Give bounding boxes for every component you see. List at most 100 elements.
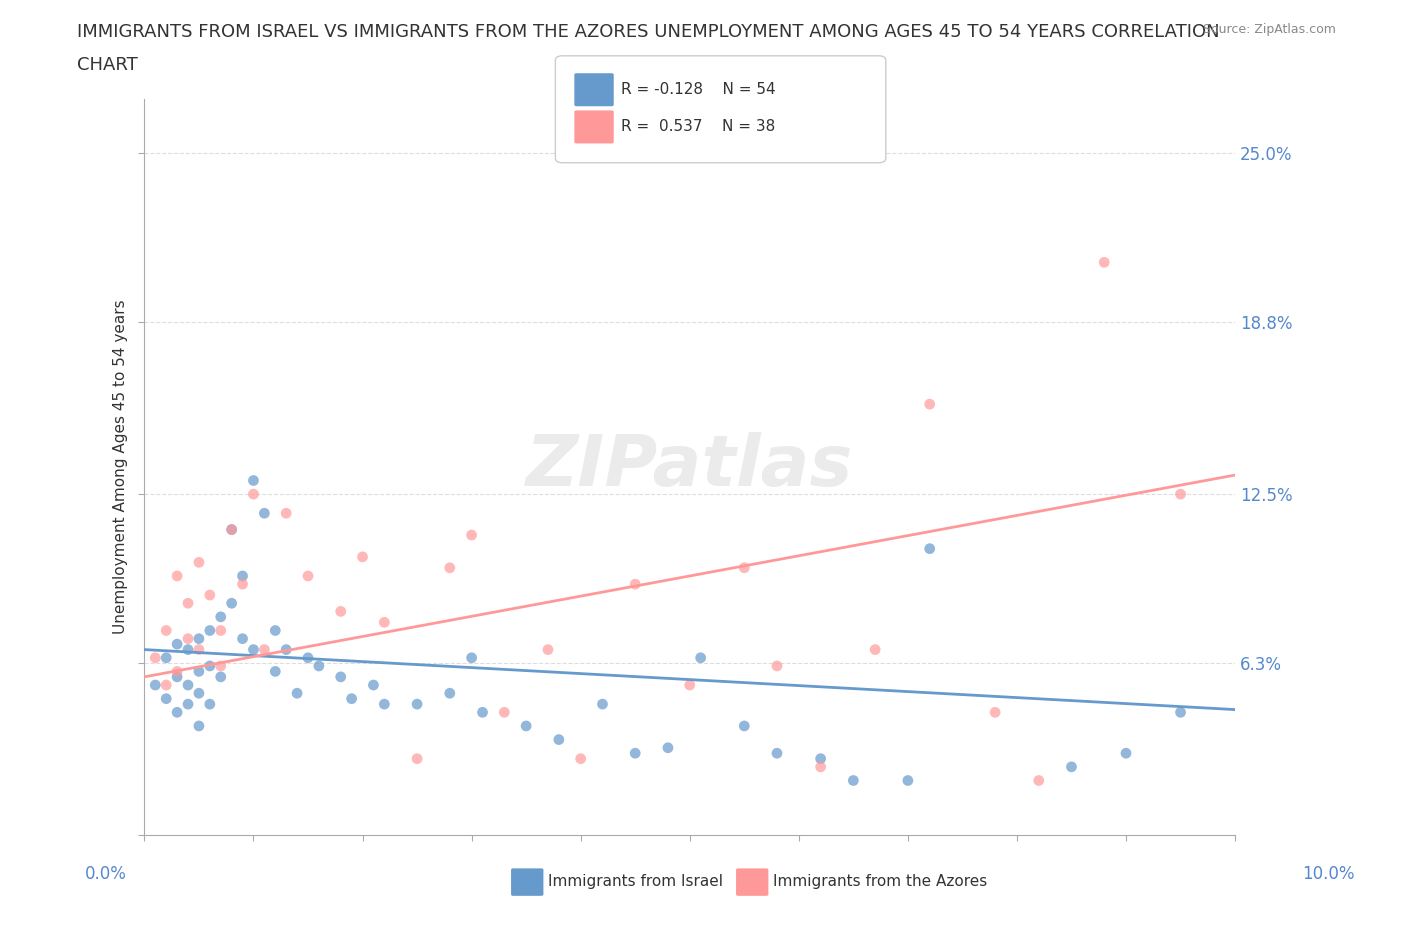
Point: [177, 642, 200, 657]
Point: [1028, 773, 1050, 788]
Point: [155, 623, 177, 638]
Point: [810, 751, 832, 766]
Point: [232, 568, 254, 583]
Point: [373, 615, 395, 630]
Point: [329, 670, 352, 684]
Point: [187, 555, 209, 570]
Point: [329, 604, 352, 618]
Y-axis label: Unemployment Among Ages 45 to 54 years: Unemployment Among Ages 45 to 54 years: [114, 299, 128, 634]
Point: [209, 623, 232, 638]
Point: [177, 678, 200, 693]
Text: Source: ZipAtlas.com: Source: ZipAtlas.com: [1202, 23, 1336, 36]
Point: [276, 506, 298, 521]
Point: [1170, 705, 1192, 720]
Point: [733, 719, 755, 734]
Point: [1092, 255, 1115, 270]
Point: [810, 760, 832, 775]
Point: [308, 658, 330, 673]
Point: [187, 642, 209, 657]
Point: [187, 685, 209, 700]
Point: [209, 670, 232, 684]
Point: [297, 568, 319, 583]
Point: [177, 596, 200, 611]
Point: [624, 746, 647, 761]
Point: [297, 650, 319, 665]
Point: [166, 664, 188, 679]
Point: [198, 697, 221, 711]
Point: [198, 588, 221, 603]
Point: [209, 609, 232, 624]
Point: [221, 522, 243, 537]
Point: [373, 697, 395, 711]
Point: [166, 637, 188, 652]
Point: [221, 522, 243, 537]
Point: [1115, 746, 1137, 761]
Point: [460, 527, 482, 542]
Point: [177, 697, 200, 711]
Point: [340, 691, 363, 706]
Point: [198, 658, 221, 673]
Point: [166, 568, 188, 583]
Text: Immigrants from the Azores: Immigrants from the Azores: [773, 874, 987, 889]
Point: [155, 678, 177, 693]
Point: [439, 685, 461, 700]
Point: [918, 541, 941, 556]
Point: [232, 631, 254, 646]
Point: [406, 697, 429, 711]
Text: R = -0.128    N = 54: R = -0.128 N = 54: [621, 82, 776, 97]
Point: [1060, 760, 1083, 775]
Point: [187, 719, 209, 734]
Point: [733, 561, 755, 576]
Point: [842, 773, 865, 788]
Point: [689, 650, 711, 665]
Point: [863, 642, 886, 657]
Point: [537, 642, 560, 657]
Point: [679, 678, 702, 693]
Point: [406, 751, 429, 766]
Point: [264, 664, 287, 679]
Point: [569, 751, 592, 766]
Point: [253, 506, 276, 521]
Point: [242, 642, 264, 657]
Point: [143, 678, 166, 693]
Text: 10.0%: 10.0%: [1302, 865, 1355, 883]
Point: [515, 719, 537, 734]
Point: [155, 691, 177, 706]
Point: [766, 658, 789, 673]
Point: [547, 732, 569, 747]
Point: [209, 658, 232, 673]
Text: 0.0%: 0.0%: [84, 865, 127, 883]
Point: [439, 561, 461, 576]
Point: [198, 623, 221, 638]
Point: [166, 705, 188, 720]
Point: [264, 623, 287, 638]
Point: [242, 473, 264, 488]
Point: [766, 746, 789, 761]
Point: [253, 642, 276, 657]
Point: [897, 773, 920, 788]
Point: [285, 685, 308, 700]
Point: [221, 596, 243, 611]
Point: [984, 705, 1007, 720]
Text: ZIPatlas: ZIPatlas: [526, 432, 853, 501]
Point: [918, 397, 941, 412]
Point: [657, 740, 679, 755]
Point: [276, 642, 298, 657]
Point: [471, 705, 494, 720]
Point: [232, 577, 254, 591]
Text: CHART: CHART: [77, 56, 138, 73]
Point: [1170, 486, 1192, 501]
Point: [494, 705, 516, 720]
Point: [242, 486, 264, 501]
Point: [352, 550, 374, 565]
Text: IMMIGRANTS FROM ISRAEL VS IMMIGRANTS FROM THE AZORES UNEMPLOYMENT AMONG AGES 45 : IMMIGRANTS FROM ISRAEL VS IMMIGRANTS FRO…: [77, 23, 1220, 41]
Point: [187, 631, 209, 646]
Point: [177, 631, 200, 646]
Point: [166, 670, 188, 684]
Text: Immigrants from Israel: Immigrants from Israel: [548, 874, 723, 889]
Point: [155, 650, 177, 665]
Point: [363, 678, 385, 693]
Point: [624, 577, 647, 591]
Point: [143, 650, 166, 665]
Text: R =  0.537    N = 38: R = 0.537 N = 38: [621, 119, 776, 134]
